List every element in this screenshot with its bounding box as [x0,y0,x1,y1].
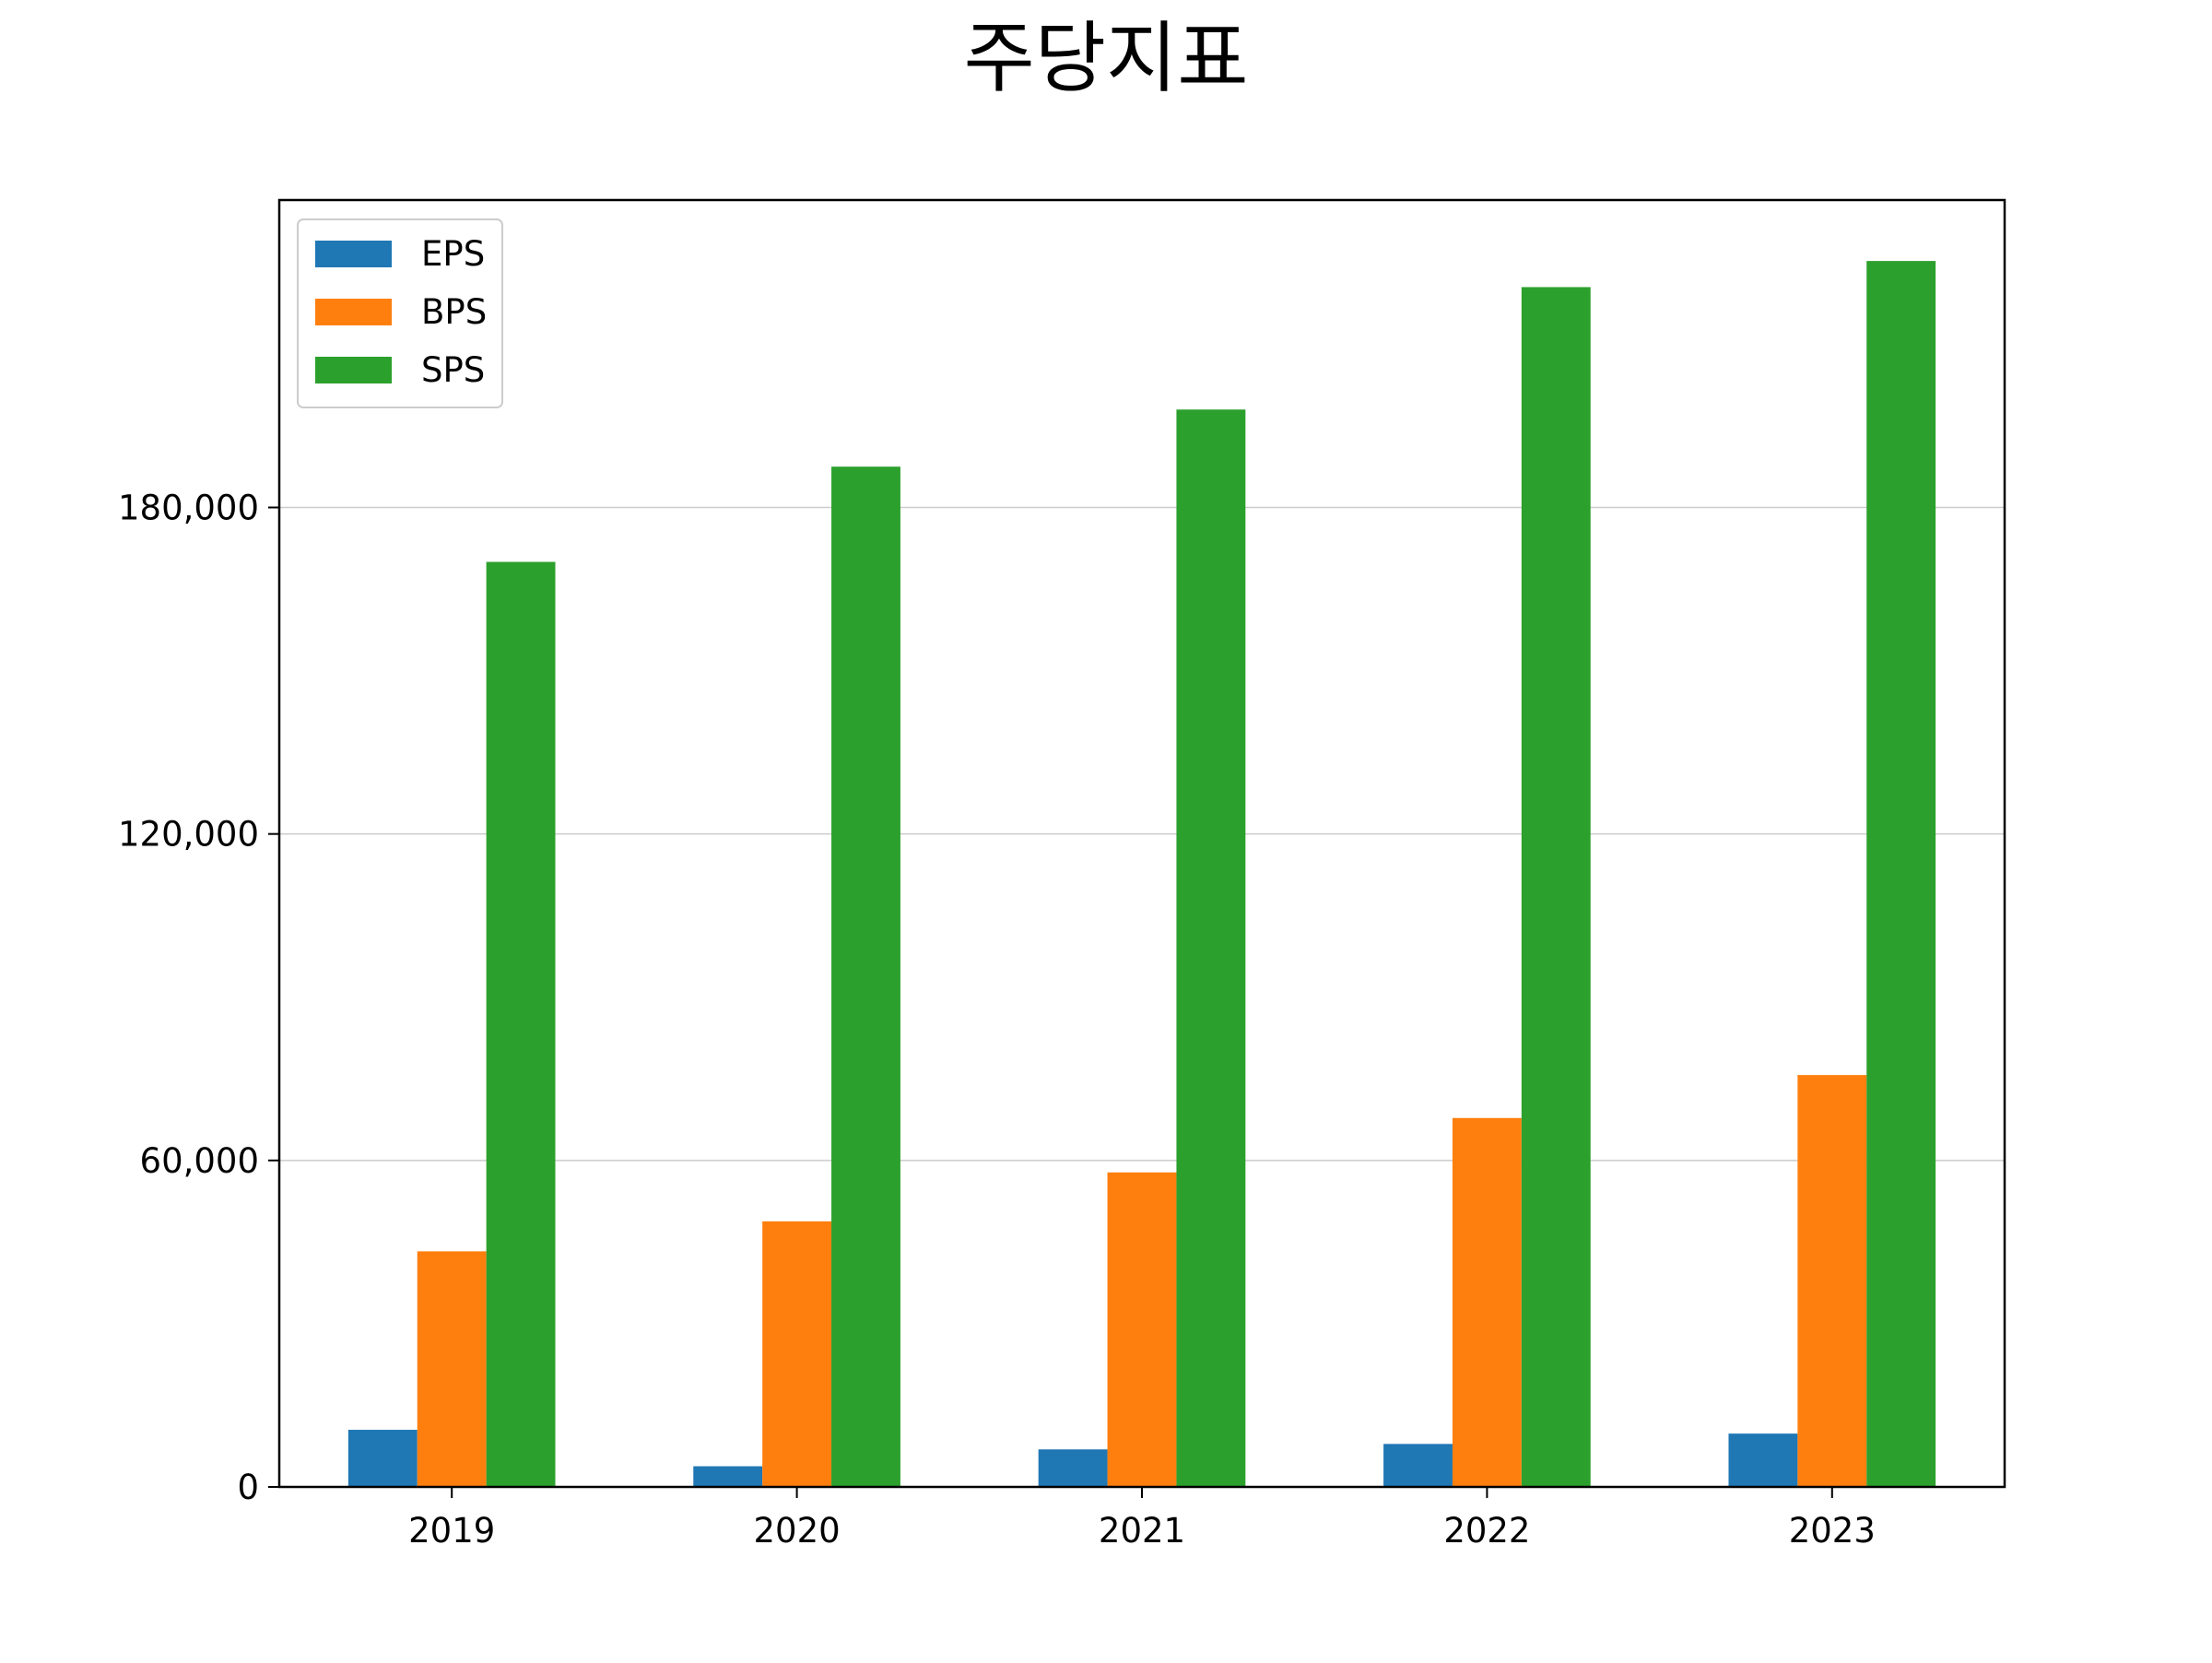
bar-bps-2023 [1797,1075,1867,1487]
y-tick-label: 180,000 [118,489,259,528]
gridlines [279,506,2005,1162]
bar-eps-2023 [1728,1433,1798,1487]
bar-sps-2019 [486,561,556,1487]
legend-swatch-eps [315,241,392,267]
legend-label-sps: SPS [421,350,485,390]
bar-eps-2022 [1383,1444,1453,1487]
bar-eps-2019 [347,1430,418,1487]
bar-bps-2019 [417,1251,487,1487]
x-tick-label: 2021 [1099,1511,1185,1551]
chart-title: 주당지표 [963,13,1248,103]
legend-swatch-bps [315,299,392,325]
axes: 0 60,000 120,000 180,000 2019 2020 2021 2022 202… [118,489,1876,1551]
bar-sps-2021 [1176,409,1246,1487]
x-tick-label: 2022 [1443,1511,1530,1551]
bar-sps-2023 [1866,261,1936,1487]
bar-bps-2021 [1107,1172,1177,1487]
y-tick-label: 0 [237,1468,259,1507]
x-tick-label: 2020 [754,1511,841,1551]
legend-swatch-sps [315,357,392,383]
legend: EPS BPS SPS [297,218,503,408]
y-tick-label: 60,000 [140,1141,259,1181]
y-tick-label: 120,000 [118,815,259,855]
legend-label-bps: BPS [421,292,487,332]
bar-sps-2020 [831,466,900,1488]
bar-eps-2021 [1038,1449,1108,1487]
x-tick-label: 2023 [1789,1511,1876,1551]
x-tick-label: 2019 [408,1511,495,1551]
bar-sps-2022 [1521,287,1591,1487]
bar-bps-2020 [762,1221,832,1487]
bar-eps-2020 [693,1466,763,1487]
bar-bps-2022 [1452,1117,1522,1487]
legend-label-eps: EPS [421,234,485,274]
bars [347,261,1936,1488]
